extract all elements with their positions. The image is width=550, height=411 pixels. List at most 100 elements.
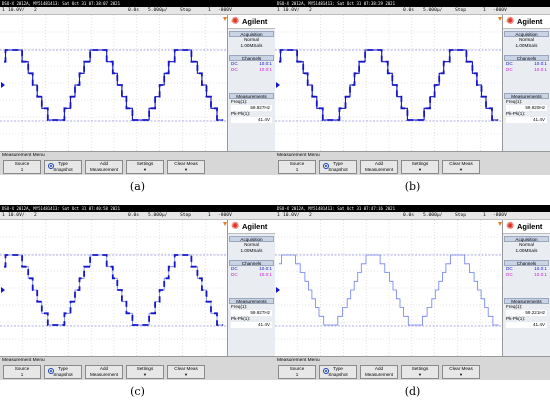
acquisition-section[interactable]: Acquisition Normal 1.00MSa/s (229, 236, 274, 254)
waveform-display[interactable] (275, 15, 503, 151)
vertical-scale: 10.0V/ (283, 213, 300, 218)
type-value: Snapshot (53, 166, 73, 172)
side-panel: ✺ Agilent Acquisition Normal 1.00MSa/s C… (228, 220, 275, 356)
acquisition-section[interactable]: Acquisition Normal 1.00MSa/s (229, 31, 274, 49)
channels-section[interactable]: Channels DC 10.0:1 DC 10.0:1 (229, 55, 274, 73)
waveform-trace-bold (4, 254, 224, 326)
waveform-display[interactable] (0, 15, 228, 151)
channels-section[interactable]: Channels DC 10.0:1 DC 10.0:1 (229, 260, 274, 278)
add-measurement-softkey[interactable]: Add Measurement (360, 365, 398, 379)
measurements-section[interactable]: Measurements Freq(1): 59.927Hz Pk-Pk(1):… (229, 93, 274, 123)
brand-name: Agilent (242, 17, 268, 26)
source-softkey[interactable]: Source 1 (3, 160, 41, 174)
ground-marker (276, 287, 280, 293)
figure-caption: (b) (404, 180, 421, 193)
pkpk-label: Pk-Pk(1): (231, 316, 251, 321)
channel2-row: DC 10.0:1 (504, 67, 549, 73)
measurements-section[interactable]: Measurements Freq(1): 59.920Hz Pk-Pk(1):… (504, 93, 549, 123)
channels-section[interactable]: Channels DC 10.0:1 DC 10.0:1 (504, 260, 549, 278)
side-panel: ✺ Agilent Acquisition Normal 1.00MSa/s C… (503, 220, 550, 356)
channel2-number: 2 (309, 213, 312, 218)
pkpk-value: 41.4V (506, 117, 547, 123)
softkey-menu: Measurement Menu Source 1 Type Snapshot … (275, 151, 550, 175)
measurements-section[interactable]: Measurements Freq(1): 59.927Hz Pk-Pk(1):… (229, 298, 274, 328)
pkpk-label: Pk-Pk(1): (506, 316, 526, 321)
type-softkey[interactable]: Type Snapshot (44, 365, 82, 379)
source-value: 1 (295, 371, 299, 377)
waveform-svg (0, 220, 228, 356)
clear-label: Clear Meas (449, 161, 473, 166)
type-softkey[interactable]: Type Snapshot (319, 365, 357, 379)
type-value: Snapshot (53, 371, 73, 377)
acquisition-mode: Normal (244, 37, 259, 42)
trigger-marker (223, 222, 227, 226)
trigger-marker (498, 17, 502, 21)
submenu-arrow-icon: ▼ (459, 166, 463, 172)
settings-softkey[interactable]: Settings ▼ (401, 160, 439, 174)
waveform-display[interactable] (0, 220, 228, 356)
entry-knob-icon (323, 163, 329, 169)
clear-meas-softkey[interactable]: Clear Meas ▼ (442, 160, 480, 174)
ch2-probe: 10.0:1 (259, 67, 272, 72)
acquisition-header: Acquisition (229, 236, 274, 242)
add-sub-label: Measurement (89, 371, 119, 377)
waveform-display[interactable] (275, 220, 503, 356)
scope-screenshot-1: DSO-X 2012A, MY51481413: Sat Oct 31 07:3… (275, 0, 550, 175)
add-label: Add (99, 366, 109, 371)
ground-marker (1, 287, 5, 293)
acquisition-section[interactable]: Acquisition Normal 1.00MSa/s (504, 31, 549, 49)
freq-value: 59.221Hz (506, 310, 547, 316)
pkpk-label: Pk-Pk(1): (506, 111, 526, 116)
type-softkey[interactable]: Type Snapshot (44, 160, 82, 174)
settings-label: Settings (411, 366, 429, 371)
channel2-row: DC 10.0:1 (229, 67, 274, 73)
add-measurement-softkey[interactable]: Add Measurement (360, 160, 398, 174)
pkpk-value: 41.4V (231, 117, 272, 123)
clear-meas-softkey[interactable]: Clear Meas ▼ (442, 365, 480, 379)
settings-softkey[interactable]: Settings ▼ (401, 365, 439, 379)
waveform-trace (279, 254, 499, 326)
submenu-arrow-icon: ▼ (184, 371, 188, 377)
menu-title: Measurement Menu (277, 358, 320, 363)
sample-rate: 1.00MSa/s (240, 43, 263, 48)
scope-screenshot-3: DSO-X 2012A, MY51481413: Sat Oct 31 07:4… (275, 205, 550, 380)
brand-logo: ✺ Agilent (228, 15, 275, 29)
channel2-number: 2 (34, 8, 37, 13)
figure-caption: (c) (130, 385, 145, 398)
add-measurement-softkey[interactable]: Add Measurement (85, 365, 123, 379)
channel-number: 1 (2, 213, 5, 218)
pkpk-value: 41.4V (506, 322, 547, 328)
channel2-number: 2 (309, 8, 312, 13)
settings-softkey[interactable]: Settings ▼ (126, 160, 164, 174)
submenu-arrow-icon: ▼ (459, 371, 463, 377)
channels-section[interactable]: Channels DC 10.0:1 DC 10.0:1 (504, 55, 549, 73)
source-softkey[interactable]: Source 1 (278, 160, 316, 174)
add-sub-label: Measurement (89, 166, 119, 172)
ground-marker (1, 82, 5, 88)
trigger-level: -800V (493, 213, 507, 218)
timebase: 5.000µ/ (423, 8, 443, 13)
window-title: DSO-X 2012A, MY51481413: Sat Oct 31 07:4… (0, 205, 275, 212)
channel1-row: DC 10.0:1 (229, 266, 274, 272)
source-softkey[interactable]: Source 1 (278, 365, 316, 379)
source-value: 1 (295, 166, 299, 172)
measurements-section[interactable]: Measurements Freq(1): 59.221Hz Pk-Pk(1):… (504, 298, 549, 328)
type-label: Type (333, 366, 343, 371)
source-label: Source (289, 366, 305, 371)
channel2-number: 2 (34, 213, 37, 218)
add-measurement-softkey[interactable]: Add Measurement (85, 160, 123, 174)
scope-screenshot-2: DSO-X 2012A, MY51481413: Sat Oct 31 07:4… (0, 205, 275, 380)
ch1-probe: 10.0:1 (259, 266, 272, 271)
clear-meas-softkey[interactable]: Clear Meas ▼ (167, 160, 205, 174)
menu-title: Measurement Menu (2, 153, 45, 158)
acquisition-section[interactable]: Acquisition Normal 1.00MSa/s (504, 236, 549, 254)
agilent-spark-icon: ✺ (506, 221, 515, 232)
source-softkey[interactable]: Source 1 (3, 365, 41, 379)
channel-number: 1 (277, 8, 280, 13)
agilent-spark-icon: ✺ (506, 16, 515, 27)
settings-softkey[interactable]: Settings ▼ (126, 365, 164, 379)
vertical-scale: 10.0V/ (283, 8, 300, 13)
acquisition-mode: Normal (519, 37, 534, 42)
type-softkey[interactable]: Type Snapshot (319, 160, 357, 174)
clear-meas-softkey[interactable]: Clear Meas ▼ (167, 365, 205, 379)
